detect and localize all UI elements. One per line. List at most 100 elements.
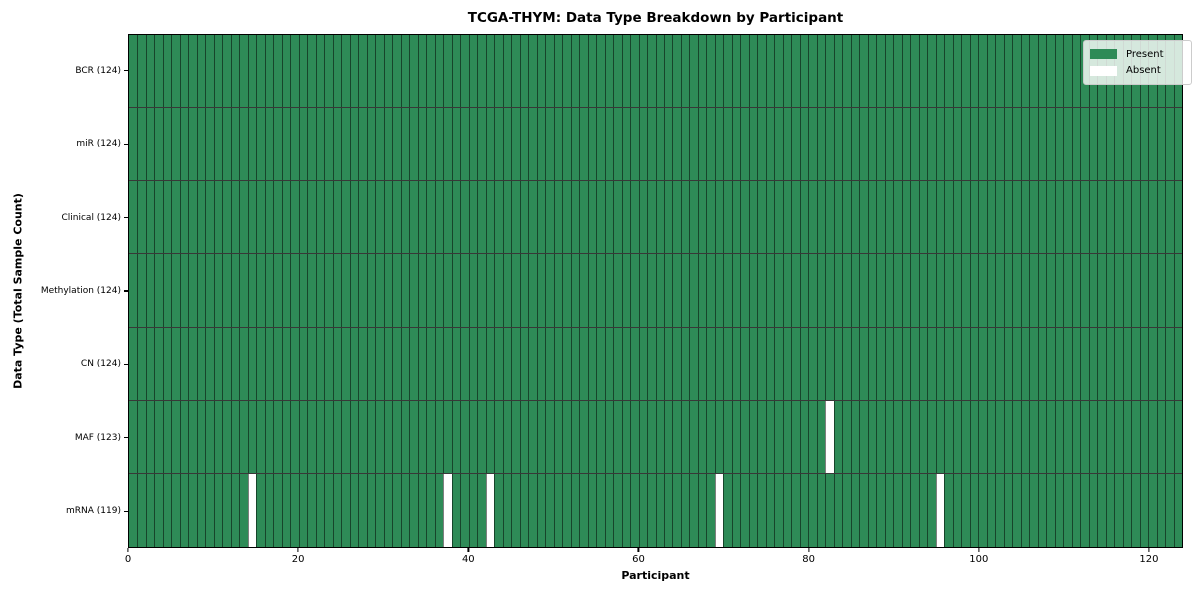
heatmap-cell	[893, 181, 902, 254]
heatmap-cell	[672, 108, 681, 181]
heatmap-cell	[315, 181, 325, 254]
heatmap-cell	[672, 254, 681, 327]
heatmap-cell	[213, 35, 223, 108]
heatmap-cell	[969, 181, 979, 254]
heatmap-cell	[324, 400, 333, 473]
heatmap-cell	[647, 473, 656, 547]
y-axis-title: Data Type (Total Sample Count)	[11, 193, 25, 389]
heatmap-cell	[179, 400, 189, 473]
heatmap-cell	[205, 108, 214, 181]
heatmap-cell	[884, 473, 894, 547]
y-tick-mark	[124, 437, 128, 439]
heatmap-cell	[196, 181, 206, 254]
heatmap-cell	[315, 35, 325, 108]
heatmap-cell	[145, 327, 155, 400]
heatmap-cell	[1020, 473, 1030, 547]
heatmap-cell	[409, 181, 418, 254]
heatmap-cell	[833, 35, 843, 108]
heatmap-cell	[706, 181, 715, 254]
heatmap-cell	[1071, 473, 1081, 547]
heatmap-cell	[154, 35, 163, 108]
heatmap-cell	[978, 400, 987, 473]
heatmap-cell	[579, 400, 588, 473]
heatmap-cell	[833, 254, 843, 327]
heatmap-cell	[1037, 35, 1047, 108]
heatmap-cell	[995, 473, 1004, 547]
legend-label: Absent	[1126, 65, 1161, 77]
heatmap-cell	[1063, 400, 1072, 473]
heatmap-cell	[553, 181, 563, 254]
heatmap-cell	[511, 254, 520, 327]
heatmap-cell	[808, 400, 817, 473]
heatmap-cell	[944, 400, 953, 473]
heatmap-cell	[714, 108, 724, 181]
heatmap-cell	[995, 254, 1004, 327]
heatmap-cell	[1122, 327, 1132, 400]
heatmap-cell	[1173, 254, 1182, 327]
heatmap-cell	[663, 473, 673, 547]
heatmap-cell	[714, 400, 724, 473]
heatmap-cell	[1088, 473, 1098, 547]
heatmap-cell	[714, 473, 724, 547]
heatmap-cell	[400, 400, 410, 473]
heatmap-cell	[188, 35, 197, 108]
heatmap-cell	[774, 473, 783, 547]
heatmap-cell	[545, 473, 554, 547]
heatmap-cell	[511, 473, 520, 547]
heatmap-cell	[205, 327, 214, 400]
heatmap-cell	[723, 181, 732, 254]
heatmap-cell	[910, 400, 919, 473]
heatmap-cell	[986, 254, 996, 327]
heatmap-cell	[349, 108, 359, 181]
heatmap-cell	[264, 473, 274, 547]
heatmap-cell	[825, 400, 834, 473]
heatmap-cell	[630, 254, 639, 327]
heatmap-cell	[307, 181, 316, 254]
heatmap-cell	[706, 254, 715, 327]
heatmap-cell	[952, 181, 962, 254]
heatmap-cell	[901, 473, 911, 547]
heatmap-cell	[969, 35, 979, 108]
heatmap-cell	[264, 181, 274, 254]
heatmap-cell	[672, 473, 681, 547]
heatmap-cell	[1012, 254, 1021, 327]
heatmap-cell	[443, 400, 452, 473]
heatmap-cell	[782, 108, 792, 181]
heatmap-cell	[927, 400, 936, 473]
heatmap-cell	[961, 327, 970, 400]
heatmap-cell	[731, 400, 741, 473]
heatmap-cell	[375, 400, 384, 473]
heatmap-cell	[782, 181, 792, 254]
heatmap-cell	[358, 327, 367, 400]
heatmap-cell	[1156, 181, 1166, 254]
heatmap-cell	[273, 254, 282, 327]
y-tick-label: Clinical (124)	[61, 212, 121, 223]
x-tick-label: 80	[802, 554, 816, 565]
heatmap-cell	[485, 108, 495, 181]
heatmap-cell	[383, 400, 393, 473]
heatmap-cell	[927, 327, 936, 400]
heatmap-cell	[213, 327, 223, 400]
heatmap-cell	[341, 108, 350, 181]
heatmap-cell	[587, 35, 597, 108]
heatmap-cell	[205, 181, 214, 254]
x-tick-label: 0	[124, 554, 132, 565]
heatmap-cell	[383, 473, 393, 547]
heatmap-cell	[655, 108, 664, 181]
y-tick: Methylation (124)	[0, 254, 128, 327]
heatmap-cell	[434, 181, 444, 254]
heatmap-cell	[672, 181, 681, 254]
heatmap-cell	[961, 254, 970, 327]
heatmap-cell	[825, 108, 834, 181]
heatmap-cell	[307, 400, 316, 473]
heatmap-cell	[324, 254, 333, 327]
heatmap-cell	[1156, 254, 1166, 327]
heatmap-cell	[774, 181, 783, 254]
heatmap-cell	[1046, 254, 1055, 327]
heatmap-cell	[553, 327, 563, 400]
heatmap-cell	[477, 254, 486, 327]
heatmap-cell	[774, 35, 783, 108]
heatmap-cell	[587, 108, 597, 181]
heatmap-cell	[986, 400, 996, 473]
heatmap-cell	[1037, 181, 1047, 254]
